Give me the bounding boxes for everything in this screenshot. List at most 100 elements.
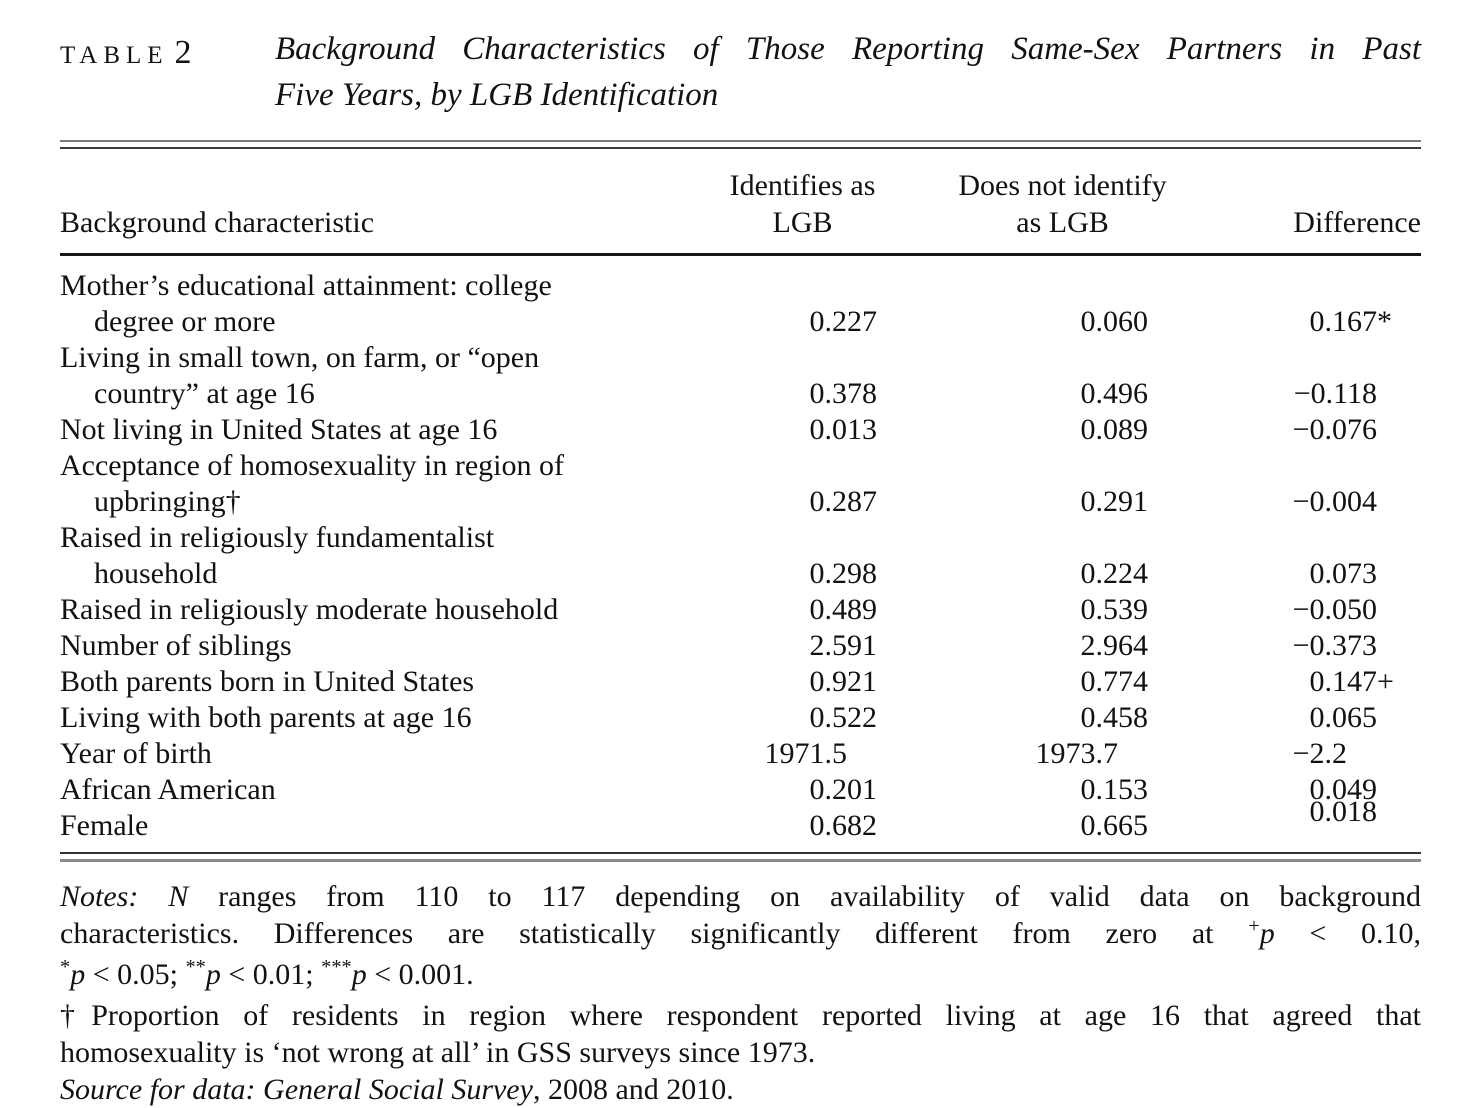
table-row: Raised in religiously moderate household…: [60, 592, 1421, 628]
table-body: Mother’s educational attainment: college…: [60, 255, 1421, 853]
value-text: 0.378: [809, 377, 878, 410]
table-row: Living with both parents at age 16 0.522 0…: [60, 700, 1421, 736]
row-label-line: country” at age 16: [94, 377, 315, 410]
value-text: 0.018: [1309, 795, 1378, 828]
numeric-value: 2.964: [1081, 629, 1149, 662]
value-text: 0.921: [809, 665, 878, 698]
notes-segment: p: [70, 958, 86, 991]
row-label-line: upbringing†: [94, 485, 241, 518]
numeric-value: 0.378: [810, 377, 878, 410]
row-label: Raised in religiously moderate household: [60, 592, 700, 628]
numeric-value: −0.004: [1293, 485, 1401, 518]
numeric-value: 0.201: [810, 773, 878, 806]
table-number: 2: [174, 34, 192, 71]
table-row: Year of birth 1971.5 1973.7 −2.2: [60, 736, 1421, 772]
value-text: −0.076: [1292, 413, 1377, 446]
numeric-value: 0.049: [1310, 773, 1402, 806]
value-not-identify-lgb: 0.291: [905, 448, 1220, 520]
value-not-identify-lgb: 0.774: [905, 664, 1220, 700]
value-not-identify-lgb: 0.496: [905, 340, 1220, 412]
value-text: 0.013: [809, 413, 878, 446]
numeric-value: 0.665: [1081, 809, 1149, 842]
notes-segment: **: [185, 955, 206, 978]
table-word: TABLE: [60, 42, 169, 69]
numeric-value: 0.287: [810, 485, 878, 518]
numeric-value: 0.539: [1081, 593, 1149, 626]
value-text: 1973.7: [1035, 737, 1119, 770]
table-row: Acceptance of homosexuality in region of…: [60, 448, 1421, 520]
numeric-value: 0.147+: [1310, 665, 1402, 698]
value-difference: 0.073: [1220, 520, 1421, 592]
value-text: 0.049: [1309, 773, 1378, 806]
value-text: −2.2: [1292, 737, 1347, 770]
numeric-value: 1973.7: [1036, 737, 1149, 770]
table-title-line2: Five Years, by LGB Identification: [275, 77, 719, 113]
numeric-value: 0.167*: [1310, 305, 1402, 338]
table-row: Living in small town, on farm, or “open c…: [60, 340, 1421, 412]
notes-segment: N: [168, 880, 189, 913]
numeric-value: 0.089: [1081, 413, 1149, 446]
table-row: Mother’s educational attainment: college…: [60, 255, 1421, 341]
notes-segment: +: [1248, 914, 1260, 937]
row-label: Year of birth: [60, 736, 700, 772]
value-not-identify-lgb: 1973.7: [905, 736, 1220, 772]
notes-line: Notes: N ranges from 110 to 117 dependin…: [60, 878, 1421, 915]
table-header: Background characteristic Identifies as …: [60, 149, 1421, 256]
value-text: 0.522: [809, 701, 878, 734]
value-text: 0.287: [809, 485, 878, 518]
value-text: 0.291: [1080, 485, 1149, 518]
numeric-value: 2.591: [810, 629, 878, 662]
table-row: Not living in United States at age 16 0.0…: [60, 412, 1421, 448]
value-not-identify-lgb: 0.060: [905, 255, 1220, 341]
significance-marker: +: [1377, 665, 1394, 698]
value-identifies-lgb: 0.489: [700, 592, 905, 628]
value-text: 0.298: [809, 557, 878, 590]
value-text: 0.665: [1080, 809, 1149, 842]
value-text: −0.373: [1292, 629, 1377, 662]
value-difference: −0.004: [1220, 448, 1421, 520]
notes-segment: < 0.05;: [85, 958, 186, 991]
row-label-line: Acceptance of homosexuality in region of: [60, 449, 564, 482]
decimal-align-pad: [847, 762, 877, 763]
value-text: 0.201: [809, 773, 878, 806]
value-difference: −0.050: [1220, 592, 1421, 628]
numeric-value: 0.227: [810, 305, 878, 338]
row-label-line: Both parents born in United States: [60, 665, 475, 698]
row-label-line: Female: [60, 809, 149, 842]
numeric-value: 0.522: [810, 701, 878, 734]
value-text: 0.060: [1080, 305, 1149, 338]
value-text: 0.682: [809, 809, 878, 842]
value-text: 0.167: [1309, 305, 1378, 338]
row-label-line: African American: [60, 773, 276, 806]
value-not-identify-lgb: 0.539: [905, 592, 1220, 628]
row-label: Living with both parents at age 16: [60, 700, 700, 736]
value-difference: 0.167*: [1220, 255, 1421, 341]
value-identifies-lgb: 0.013: [700, 412, 905, 448]
row-label: Acceptance of homosexuality in region of…: [60, 448, 700, 520]
notes-segment: p: [351, 958, 367, 991]
value-text: 1971.5: [764, 737, 848, 770]
row-label: Raised in religiously fundamentalist hous…: [60, 520, 700, 592]
column-header-difference: Difference: [1220, 149, 1421, 256]
notes-segment: *: [60, 955, 71, 978]
notes-segment: p: [1259, 917, 1275, 950]
table-notes: Notes: N ranges from 110 to 117 dependin…: [60, 878, 1421, 1108]
value-identifies-lgb: 1971.5: [700, 736, 905, 772]
value-identifies-lgb: 0.522: [700, 700, 905, 736]
table-row: African American 0.201 0.153 0.049: [60, 772, 1421, 808]
value-difference: −0.076: [1220, 412, 1421, 448]
numeric-value: 0.065: [1310, 701, 1402, 734]
value-not-identify-lgb: 0.665: [905, 808, 1220, 852]
numeric-value: 0.298: [810, 557, 878, 590]
notes-segment: homosexuality is ‘not wrong at all’ in G…: [60, 1036, 816, 1069]
value-not-identify-lgb: 0.153: [905, 772, 1220, 808]
notes-line: †Proportion of residents in region where…: [60, 997, 1421, 1034]
numeric-value: −0.050: [1293, 593, 1401, 626]
notes-line: *p < 0.05; **p < 0.01; ***p < 0.001.: [60, 956, 1421, 997]
value-text: −0.004: [1292, 485, 1377, 518]
row-label-line: Mother’s educational attainment: college: [60, 269, 552, 302]
row-label-line: Year of birth: [60, 737, 212, 770]
notes-segment: Source for data: General Social Survey: [60, 1073, 533, 1106]
table-title: Background Characteristics of Those Repo…: [275, 26, 1421, 118]
numeric-value: 0.224: [1081, 557, 1149, 590]
